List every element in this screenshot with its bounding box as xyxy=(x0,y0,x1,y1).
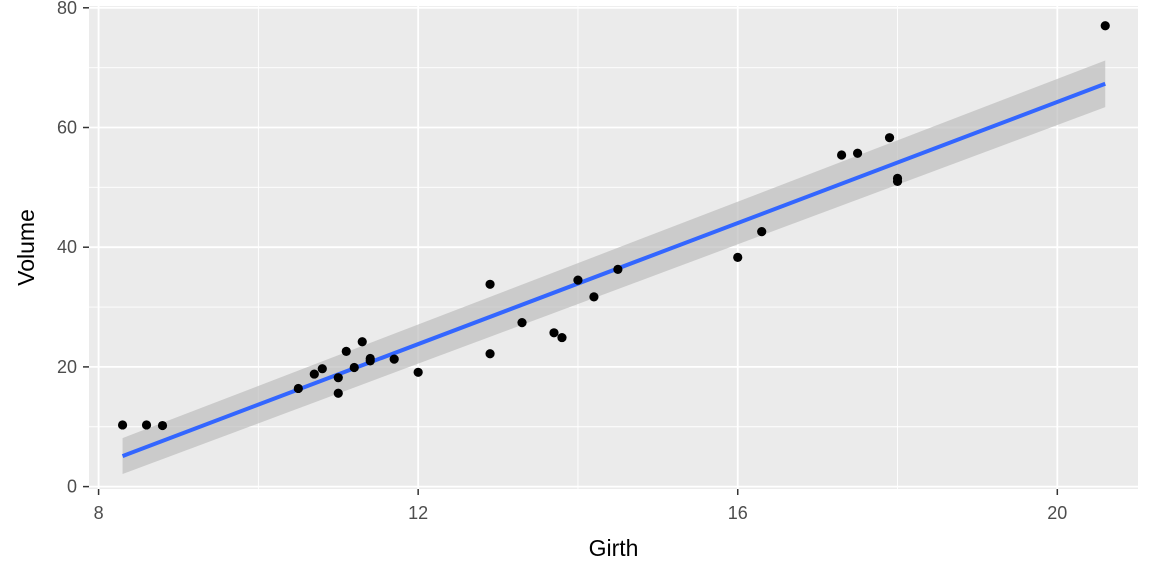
data-point xyxy=(157,420,168,431)
data-point xyxy=(517,318,527,328)
x-tick-label: 12 xyxy=(408,503,428,523)
data-point xyxy=(613,264,623,274)
data-point xyxy=(757,227,767,237)
data-point xyxy=(357,337,367,347)
y-tick-label: 40 xyxy=(57,237,77,257)
x-axis: 8 12 16 20 xyxy=(94,489,1067,523)
data-point xyxy=(141,420,152,430)
y-tick-label: 0 xyxy=(67,477,77,497)
data-point xyxy=(317,364,327,374)
data-point xyxy=(333,373,343,383)
data-point xyxy=(1100,21,1110,31)
data-point xyxy=(892,176,903,186)
data-point xyxy=(309,369,319,379)
y-axis-title: Volume xyxy=(13,209,39,286)
data-point xyxy=(884,133,895,143)
data-point xyxy=(349,362,359,373)
y-tick-label: 20 xyxy=(57,357,77,377)
x-tick-label: 16 xyxy=(728,503,748,523)
data-point xyxy=(293,383,303,394)
y-tick-label: 80 xyxy=(57,0,77,18)
data-point xyxy=(485,279,495,289)
data-point xyxy=(573,275,583,285)
data-point xyxy=(852,148,863,158)
data-point xyxy=(413,367,423,377)
x-axis-title: Girth xyxy=(589,535,639,561)
data-points xyxy=(117,21,1110,431)
data-point xyxy=(333,388,343,398)
data-point xyxy=(589,292,599,302)
data-point xyxy=(549,328,559,338)
x-tick-label: 8 xyxy=(94,503,104,523)
data-point xyxy=(389,354,399,364)
data-point xyxy=(365,353,375,364)
y-tick-label: 60 xyxy=(57,117,77,137)
data-point xyxy=(836,150,847,160)
data-point xyxy=(341,346,351,356)
data-point xyxy=(733,252,743,262)
major-gridlines xyxy=(89,6,1138,489)
y-axis: 0 20 40 60 80 xyxy=(57,0,89,497)
data-point xyxy=(557,332,567,343)
data-point xyxy=(485,349,495,359)
x-tick-label: 20 xyxy=(1047,503,1067,523)
data-point xyxy=(117,420,128,430)
